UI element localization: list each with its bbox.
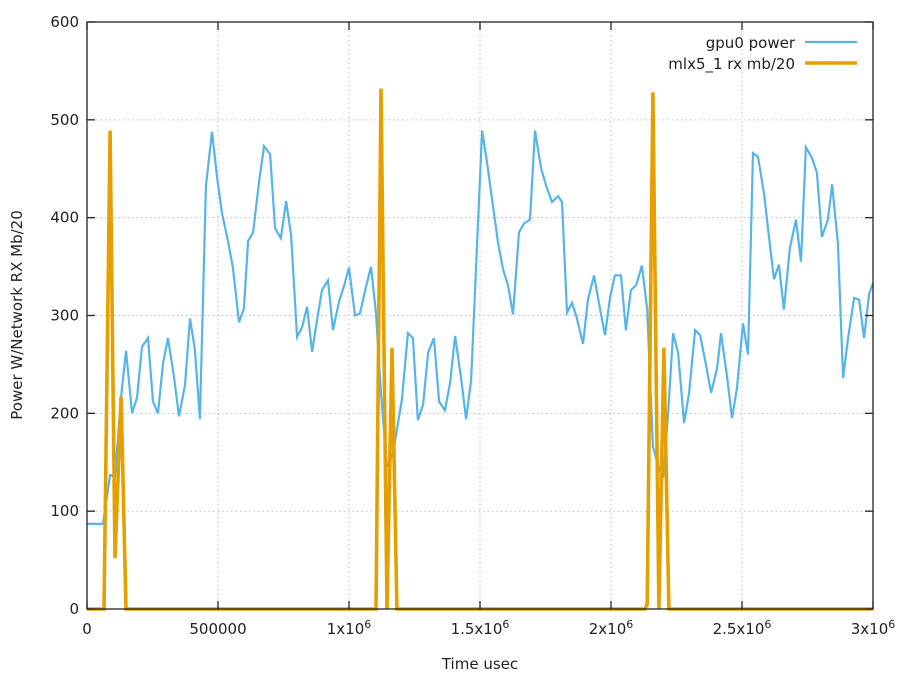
x-tick-label: 500000 [189, 620, 246, 638]
x-tick-label-base: 0 [82, 620, 92, 638]
grid-lines [87, 22, 873, 609]
y-tick-label: 100 [50, 502, 79, 520]
legend: gpu0 power mlx5_1 rx mb/20 [668, 34, 857, 74]
x-tick-label-exponent: 6 [502, 618, 509, 631]
y-tick-label: 500 [50, 111, 79, 129]
x-tick-label: 3x106 [851, 618, 896, 638]
x-tick-label-exponent: 6 [888, 618, 895, 631]
x-tick-label-base: 500000 [189, 620, 246, 638]
legend-label: gpu0 power [706, 34, 796, 52]
y-tick-label: 200 [50, 404, 79, 422]
x-tick-label-base: 3x10 [851, 620, 889, 638]
x-tick-label: 0 [82, 620, 92, 638]
x-tick-label-exponent: 6 [764, 618, 771, 631]
x-tick-label-exponent: 6 [626, 618, 633, 631]
y-axis-label: Power W/Network RX Mb/20 [8, 210, 26, 419]
x-tick-label-base: 2x10 [589, 620, 627, 638]
x-tick-label: 1.5x106 [451, 618, 510, 638]
x-tick-label: 2x106 [589, 618, 634, 638]
x-tick-label-base: 1x10 [327, 620, 365, 638]
series-line-1 [87, 88, 873, 611]
x-tick-label-exponent: 6 [364, 618, 371, 631]
legend-label: mlx5_1 rx mb/20 [668, 55, 795, 74]
x-tick-label-base: 2.5x10 [713, 620, 765, 638]
y-tick-label: 0 [69, 600, 79, 618]
series-line-0 [87, 130, 875, 526]
x-tick-label-base: 1.5x10 [451, 620, 503, 638]
y-tick-label: 600 [50, 13, 79, 31]
y-tick-label: 300 [50, 307, 79, 325]
x-tick-label: 1x106 [327, 618, 372, 638]
x-axis-label: Time usec [441, 655, 518, 673]
x-tick-label: 2.5x106 [713, 618, 772, 638]
y-tick-label: 400 [50, 209, 79, 227]
